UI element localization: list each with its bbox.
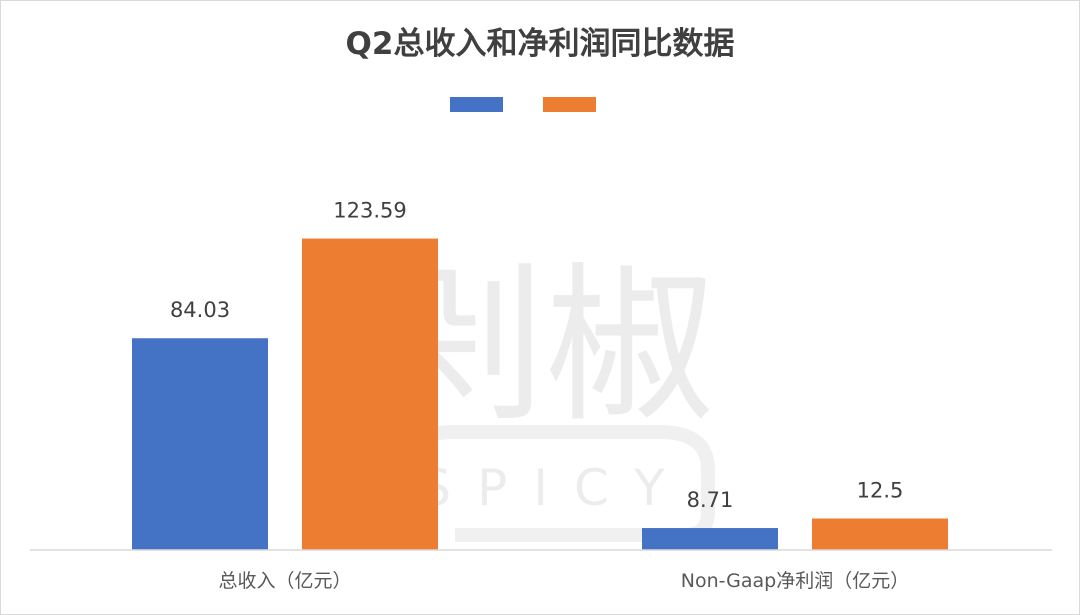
legend-swatch-series-2 — [543, 97, 596, 112]
data-label-series-2-cat-2: 12.5 — [857, 479, 904, 503]
category-labels-group: 总收入（亿元） Non-Gaap净利润（亿元） — [218, 570, 909, 592]
watermark-sub-text: SPICY — [419, 459, 690, 517]
bar-series-2-cat-1 — [302, 238, 438, 550]
chart-title: Q2总收入和净利润同比数据 — [346, 26, 735, 62]
data-labels-group: 84.03 123.59 8.71 12.5 — [170, 199, 903, 512]
bar-series-1-cat-2 — [642, 528, 778, 550]
bars-group — [132, 238, 948, 550]
category-label-1: 总收入（亿元） — [218, 570, 351, 592]
legend-swatch-series-1 — [450, 97, 503, 112]
data-label-series-1-cat-2: 8.71 — [687, 488, 734, 512]
bar-series-1-cat-1 — [132, 338, 268, 550]
bar-series-2-cat-2 — [812, 518, 948, 550]
category-label-2: Non-Gaap净利润（亿元） — [681, 570, 910, 592]
data-label-series-1-cat-1: 84.03 — [170, 298, 230, 322]
data-label-series-2-cat-1: 123.59 — [333, 199, 406, 223]
legend — [450, 97, 596, 112]
